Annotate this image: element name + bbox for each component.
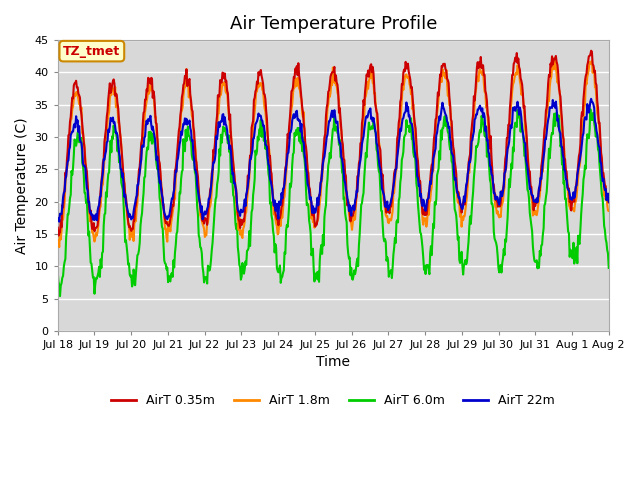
Y-axis label: Air Temperature (C): Air Temperature (C) — [15, 117, 29, 254]
Text: TZ_tmet: TZ_tmet — [63, 45, 120, 58]
X-axis label: Time: Time — [316, 355, 350, 370]
Legend: AirT 0.35m, AirT 1.8m, AirT 6.0m, AirT 22m: AirT 0.35m, AirT 1.8m, AirT 6.0m, AirT 2… — [106, 389, 560, 412]
Title: Air Temperature Profile: Air Temperature Profile — [230, 15, 437, 33]
